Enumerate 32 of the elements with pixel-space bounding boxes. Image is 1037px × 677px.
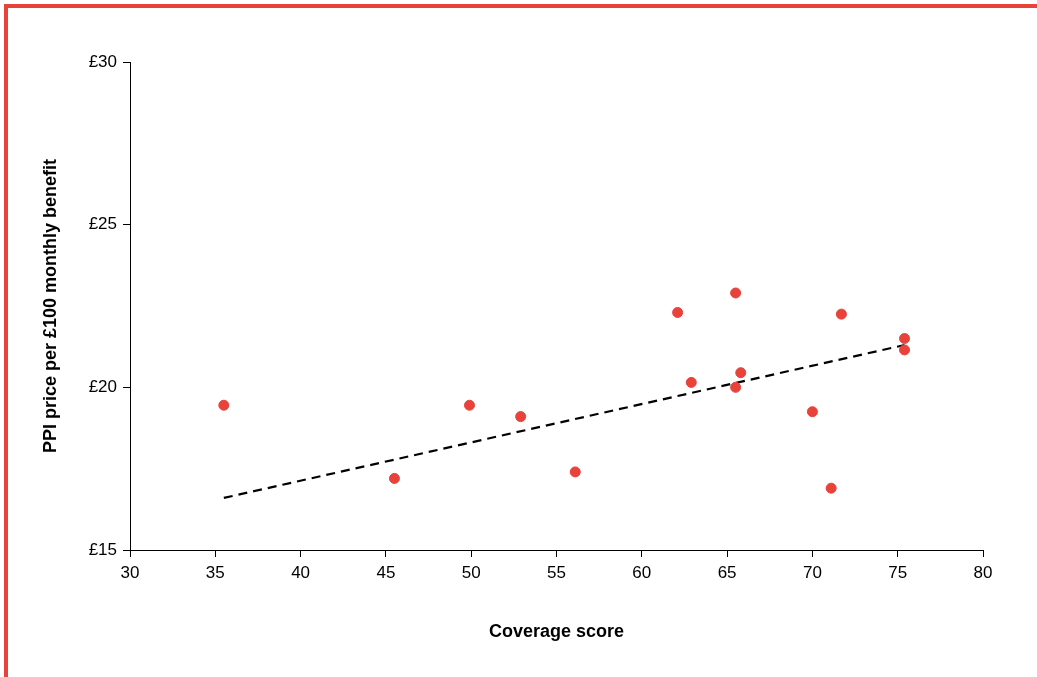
point [735,367,747,379]
x-tick-label: 35 [205,562,225,582]
x-tick-label: 45 [376,562,396,582]
point [806,406,818,418]
x-tick-label: 80 [973,562,993,582]
point [730,287,742,299]
point [685,376,697,388]
y-tick-label: £30 [88,51,117,71]
x-axis-title: Coverage score [488,621,625,642]
x-tick-label: 50 [461,562,481,582]
point [899,344,911,356]
x-tick-label: 70 [802,562,822,582]
point [218,399,230,411]
x-tick-label: 75 [888,562,908,582]
y-tick-label: £25 [88,214,117,234]
y-tick-label: £15 [88,539,117,559]
x-tick-label: 40 [291,562,311,582]
point [825,482,837,494]
point [463,399,475,411]
point [672,307,684,319]
point [515,411,527,423]
y-tick-label: £20 [88,377,117,397]
y-axis-title: PPI price per £100 monthly benefit [39,158,60,454]
point [569,466,581,478]
point [899,333,911,345]
x-tick-label: 30 [120,562,140,582]
x-tick-label: 55 [547,562,566,582]
point [388,472,400,484]
x-tick-label: 65 [717,562,737,582]
point [730,381,742,393]
point [835,308,847,320]
x-tick-label: 60 [632,562,652,582]
